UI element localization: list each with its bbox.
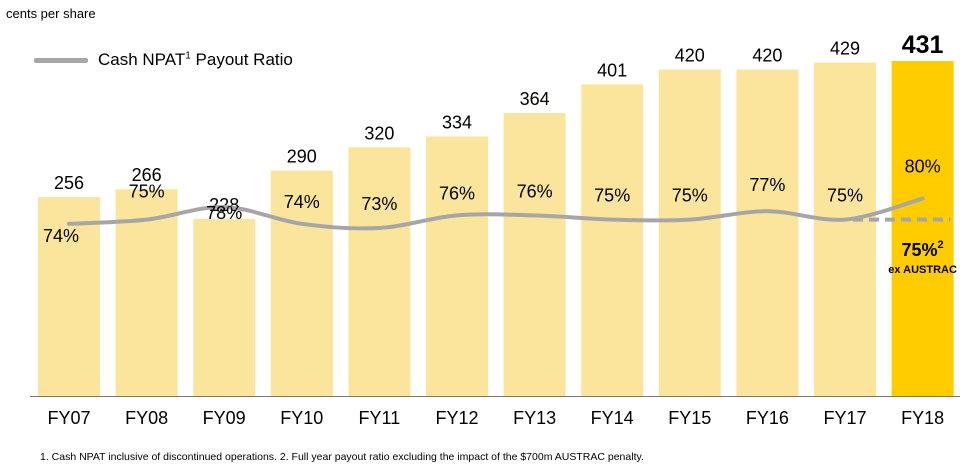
bar-value-label-fy18: 431 bbox=[902, 31, 944, 59]
bar-value-label-fy07: 256 bbox=[54, 173, 84, 193]
legend: Cash NPAT1 Payout Ratio bbox=[34, 50, 293, 70]
bar-fy13 bbox=[503, 113, 566, 396]
payout-ratio-label-fy08: 75% bbox=[129, 182, 165, 202]
payout-ratio-label-fy13: 76% bbox=[517, 181, 553, 201]
bar-fy08 bbox=[115, 189, 178, 396]
bar-fy17 bbox=[814, 62, 876, 396]
y-axis-unit-label: cents per share bbox=[6, 6, 96, 21]
legend-line-swatch bbox=[34, 57, 88, 63]
bar-value-label-fy17: 429 bbox=[830, 39, 860, 59]
footnote: 1. Cash NPAT inclusive of discontinued o… bbox=[40, 451, 644, 463]
x-tick-label-fy07: FY07 bbox=[47, 408, 90, 428]
bar-fy16 bbox=[736, 69, 799, 397]
payout-ratio-label-fy15: 75% bbox=[672, 186, 708, 206]
payout-ratio-label-fy09: 78% bbox=[206, 203, 242, 223]
payout-ratio-label-fy11: 73% bbox=[361, 194, 397, 214]
x-tick-label-fy10: FY10 bbox=[280, 408, 323, 428]
bar-fy09 bbox=[193, 218, 256, 396]
dividend-bar-chart: 256 FY07 266 FY08 228 FY09 290 FY10 320 FY11 334 FY… bbox=[30, 31, 960, 428]
payout-ratio-label-fy10: 74% bbox=[284, 192, 320, 212]
payout-ratio-label-fy18: 80% bbox=[905, 157, 941, 177]
x-tick-label-fy08: FY08 bbox=[125, 408, 168, 428]
payout-ratio-label-fy12: 76% bbox=[439, 183, 475, 203]
payout-ratio-label-fy17: 75% bbox=[827, 186, 863, 206]
bar-fy14 bbox=[581, 84, 644, 396]
bar-fy18 bbox=[891, 61, 954, 396]
bar-value-label-fy16: 420 bbox=[752, 46, 782, 66]
x-tick-label-fy18: FY18 bbox=[901, 408, 944, 428]
x-tick-label-fy17: FY17 bbox=[823, 408, 866, 428]
bar-fy12 bbox=[426, 136, 488, 397]
payout-ratio-label-fy16: 77% bbox=[749, 175, 785, 195]
bar-value-label-fy11: 320 bbox=[364, 123, 394, 143]
x-tick-label-fy09: FY09 bbox=[203, 408, 246, 428]
x-tick-label-fy15: FY15 bbox=[668, 408, 711, 428]
bar-value-label-fy08: 266 bbox=[132, 165, 162, 185]
bar-fy15 bbox=[658, 69, 721, 397]
payout-ratio-label-fy14: 75% bbox=[594, 186, 630, 206]
x-tick-label-fy14: FY14 bbox=[591, 408, 634, 428]
bar-fy07 bbox=[38, 197, 100, 396]
legend-label: Cash NPAT1 Payout Ratio bbox=[98, 50, 293, 69]
bar-value-label-fy12: 334 bbox=[442, 112, 472, 132]
payout-ratio-label-fy07: 74% bbox=[43, 226, 79, 246]
bar-fy10 bbox=[270, 170, 333, 396]
payout-ratio-line bbox=[67, 196, 925, 231]
bar-value-label-fy14: 401 bbox=[597, 60, 627, 80]
x-tick-label-fy11: FY11 bbox=[359, 408, 401, 428]
bar-value-label-fy10: 290 bbox=[287, 147, 317, 167]
ex-austrac-note: ex AUSTRAC bbox=[888, 264, 957, 276]
bar-fy11 bbox=[348, 147, 411, 396]
bar-value-label-fy15: 420 bbox=[675, 46, 705, 66]
bar-value-label-fy13: 364 bbox=[520, 89, 550, 109]
x-tick-label-fy13: FY13 bbox=[513, 408, 556, 428]
bar-value-label-fy09: 228 bbox=[209, 195, 239, 215]
ex-austrac-ratio-label: 75%2 bbox=[902, 239, 944, 260]
x-tick-label-fy12: FY12 bbox=[435, 408, 478, 428]
x-tick-label-fy16: FY16 bbox=[746, 408, 789, 428]
